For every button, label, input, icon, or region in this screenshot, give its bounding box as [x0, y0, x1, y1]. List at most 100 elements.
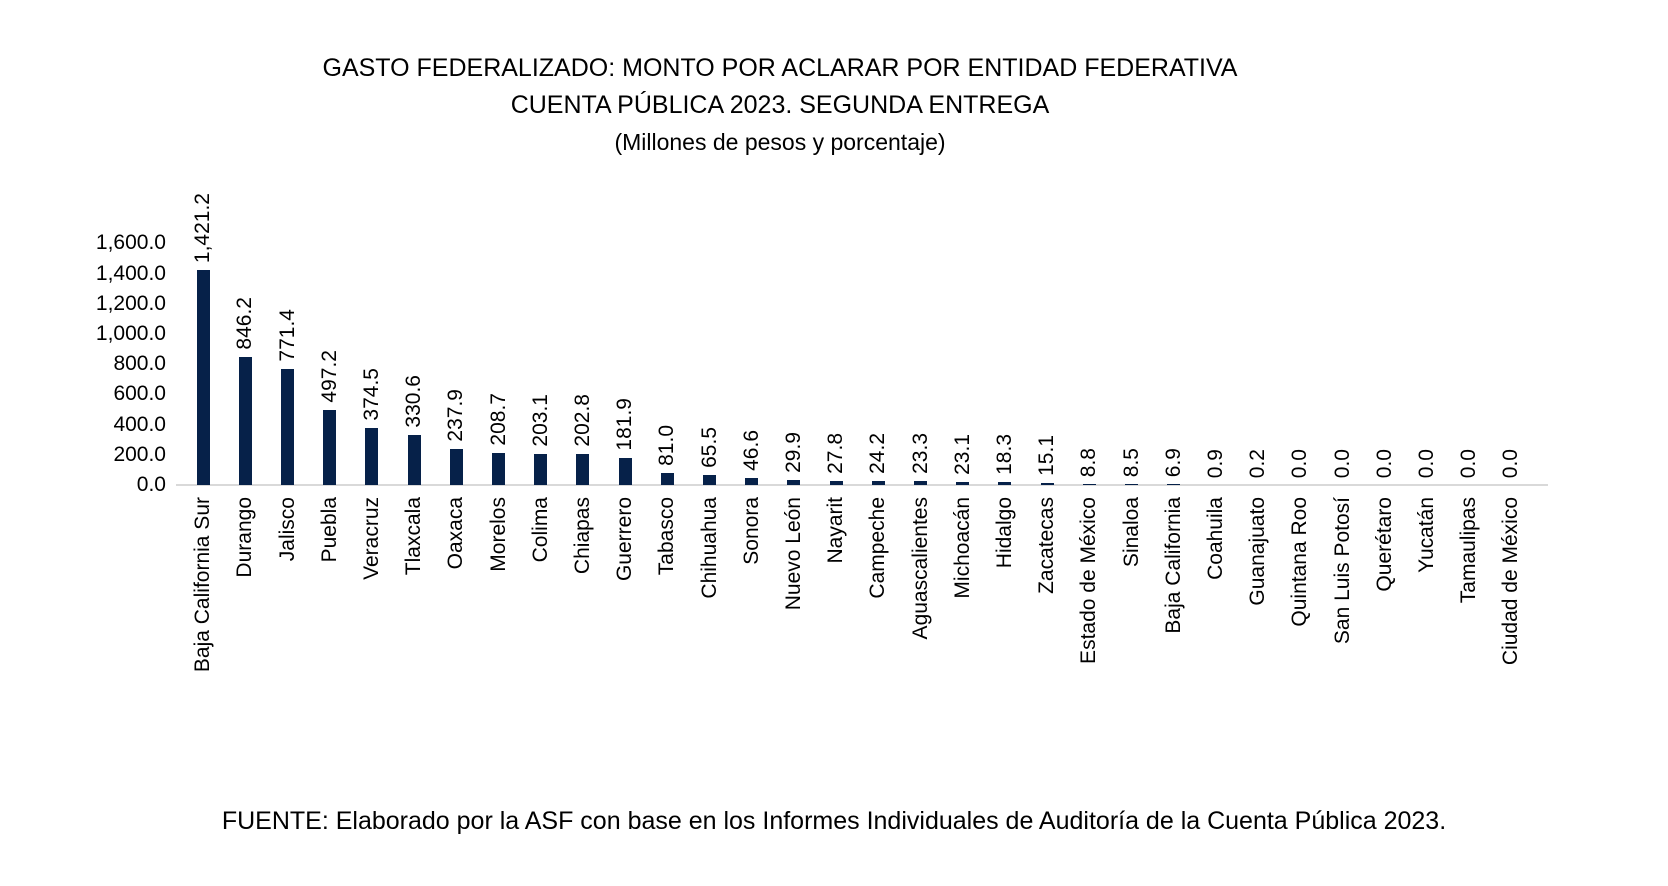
- bar-value-label: 0.0: [1499, 448, 1523, 478]
- bar-value-label: 208.7: [486, 393, 510, 446]
- x-axis-label: Campeche: [866, 497, 890, 599]
- x-axis-label: Chiapas: [570, 497, 594, 575]
- bar: [871, 481, 885, 485]
- bar: [660, 473, 674, 485]
- bar-value-label: 203.1: [528, 394, 552, 447]
- bar-value-label: 8.8: [1077, 447, 1101, 477]
- bar: [196, 270, 210, 485]
- x-axis-label: Colima: [528, 497, 552, 563]
- bar-value-label: 8.5: [1119, 447, 1143, 477]
- chart-title-block: GASTO FEDERALIZADO: MONTO POR ACLARAR PO…: [0, 50, 1560, 160]
- bar-value-label: 18.3: [992, 434, 1016, 475]
- bar: [703, 475, 716, 485]
- chart-title-line2: CUENTA PÚBLICA 2023. SEGUNDA ENTREGA: [510, 91, 1050, 119]
- x-axis-label: Veracruz: [359, 497, 383, 580]
- bar: [829, 481, 843, 485]
- bar: [576, 454, 590, 485]
- x-axis-label: Tabasco: [655, 497, 679, 576]
- x-axis-label: Yucatán: [1414, 497, 1438, 573]
- bar-value-label: 15.1: [1035, 435, 1059, 476]
- x-axis-label: Baja California Sur: [191, 497, 215, 673]
- x-axis-line: [176, 484, 1548, 486]
- bar: [323, 410, 337, 485]
- bar-value-label: 330.6: [402, 375, 426, 428]
- bar: [618, 458, 632, 485]
- bar-value-label: 81.0: [655, 425, 679, 466]
- x-axis-label: Estado de México: [1077, 497, 1101, 664]
- bar-value-label: 374.5: [359, 368, 383, 421]
- bar-value-label: 6.9: [1161, 447, 1185, 477]
- bar: [365, 428, 379, 485]
- bar: [1167, 484, 1181, 485]
- x-axis-label: Oaxaca: [444, 497, 468, 570]
- y-axis-tick-label: 1,400.0: [95, 261, 166, 285]
- bar-value-label: 23.1: [950, 434, 974, 475]
- x-axis-label: Sonora: [739, 497, 763, 565]
- bar-value-label: 0.2: [1246, 448, 1270, 478]
- source-note: FUENTE: Elaborado por la ASF con base en…: [221, 807, 1447, 835]
- bar-value-label: 0.9: [1203, 448, 1227, 478]
- x-axis-label: Aguascalientes: [908, 497, 932, 640]
- x-axis-label: Michoacán: [950, 497, 974, 599]
- bar: [1125, 484, 1138, 485]
- x-axis-label: Querétaro: [1372, 497, 1396, 592]
- x-axis-label: Chihuahua: [697, 497, 721, 599]
- bar: [1040, 483, 1054, 485]
- bar: [956, 482, 970, 485]
- x-axis-label: Ciudad de México: [1499, 497, 1523, 666]
- bar-value-label: 0.0: [1457, 448, 1481, 478]
- x-axis-label: Morelos: [486, 497, 510, 572]
- x-axis-label: Guanajuato: [1246, 497, 1270, 606]
- x-axis-label: Hidalgo: [992, 497, 1016, 569]
- bar-value-label: 0.0: [1372, 448, 1396, 478]
- bar: [914, 481, 927, 485]
- bar: [787, 480, 801, 485]
- y-axis-tick-label: 1,600.0: [95, 231, 166, 255]
- x-axis-label: Guerrero: [613, 497, 637, 582]
- bar-value-label: 65.5: [697, 427, 721, 468]
- y-axis-tick-label: 200.0: [113, 442, 166, 466]
- x-axis-label: Sinaloa: [1119, 497, 1143, 568]
- bar: [407, 435, 421, 485]
- bar-value-label: 1,421.2: [191, 192, 215, 263]
- x-axis-label: Zacatecas: [1035, 497, 1059, 594]
- y-axis-tick-label: 1,200.0: [95, 291, 166, 315]
- x-axis-label: Durango: [233, 497, 257, 578]
- bar: [998, 482, 1012, 485]
- bar-value-label: 0.0: [1330, 448, 1354, 478]
- bar: [449, 449, 463, 485]
- x-axis-label: Coahuila: [1203, 497, 1227, 580]
- bar-value-label: 29.9: [781, 432, 805, 473]
- y-axis-tick-label: 1,000.0: [95, 322, 166, 345]
- bar-value-label: 771.4: [275, 309, 299, 362]
- bar: [281, 369, 294, 485]
- x-axis-label: Quintana Roo: [1288, 497, 1312, 627]
- x-axis-label: San Luis Potosí: [1330, 497, 1354, 645]
- bar-value-label: 181.9: [613, 398, 637, 451]
- x-axis-label: Nayarit: [824, 497, 848, 564]
- bar-value-label: 846.2: [233, 297, 257, 350]
- y-axis-tick-label: 600.0: [113, 382, 166, 406]
- y-axis-tick-label: 800.0: [113, 352, 166, 376]
- chart-title-line1: GASTO FEDERALIZADO: MONTO POR ACLARAR PO…: [322, 54, 1238, 82]
- bar-value-label: 23.3: [908, 433, 932, 474]
- bar-value-label: 202.8: [570, 394, 594, 447]
- x-axis-label: Tlaxcala: [402, 497, 426, 576]
- x-axis-label: Nuevo León: [781, 497, 805, 611]
- bar-value-label: 27.8: [824, 433, 848, 474]
- bar: [534, 454, 548, 485]
- bar: [238, 357, 252, 485]
- x-axis-label: Puebla: [317, 497, 341, 563]
- bar: [745, 478, 759, 485]
- x-axis-label: Jalisco: [275, 497, 299, 562]
- bar-value-label: 24.2: [866, 433, 890, 474]
- x-axis-label: Tamaulipas: [1457, 497, 1481, 604]
- bar-value-label: 497.2: [317, 350, 341, 403]
- y-axis-tick-label: 0.0: [136, 473, 166, 496]
- y-axis-tick-label: 400.0: [113, 412, 166, 436]
- x-axis-label: Baja California: [1161, 497, 1185, 634]
- bar-value-label: 237.9: [444, 389, 468, 442]
- bar-value-label: 46.6: [739, 430, 763, 471]
